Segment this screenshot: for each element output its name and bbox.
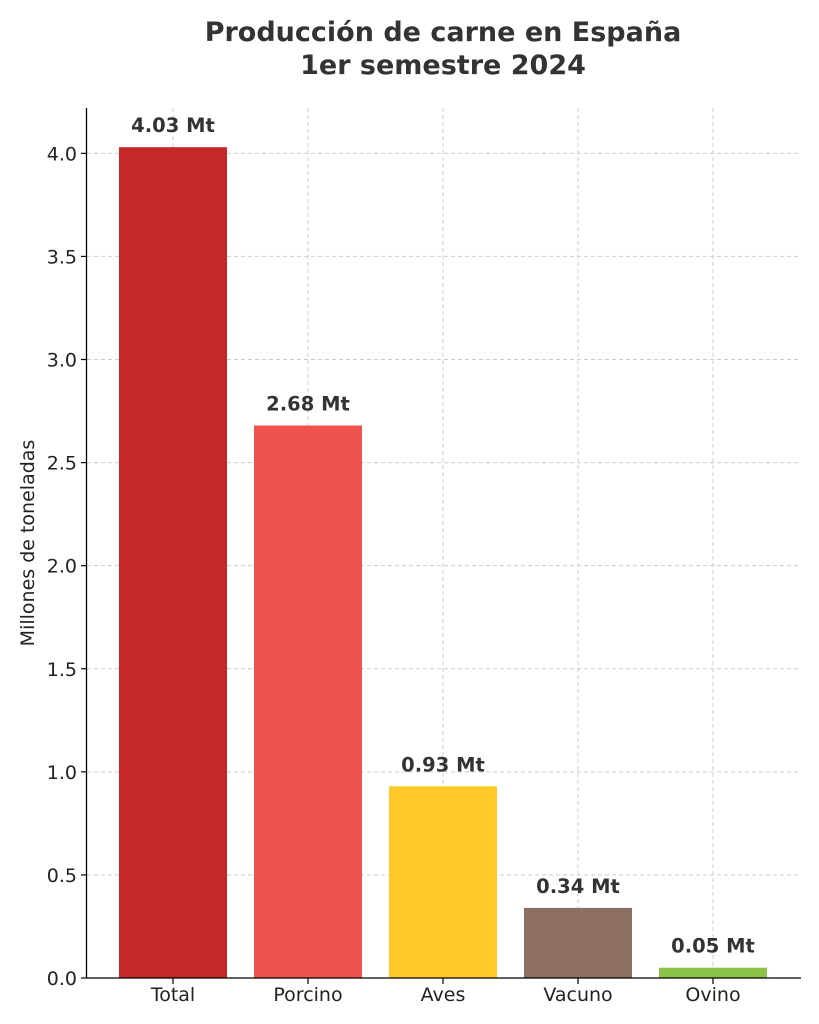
chart-title-line-2: 1er semestre 2024 (300, 50, 586, 81)
x-tick-label: Porcino (273, 984, 342, 1006)
y-tick-label: 0.0 (47, 968, 77, 990)
data-label: 0.05 Mt (671, 935, 755, 958)
bars (119, 147, 767, 979)
y-tick-label: 2.0 (47, 556, 77, 578)
data-label: 2.68 Mt (266, 392, 350, 415)
y-tick-label: 4.0 (47, 143, 77, 165)
x-axis-ticks: Total Porcino Aves Vacuno Ovino (150, 978, 741, 1006)
x-tick-label: Ovino (685, 984, 740, 1006)
y-axis-ticks: 0.0 0.5 1.0 1.5 2.0 2.5 3.0 3.5 4.0 (47, 143, 87, 990)
y-tick-label: 1.5 (47, 659, 77, 681)
y-tick-label: 2.5 (47, 453, 77, 475)
bar-ovino (659, 967, 767, 978)
data-label: 0.34 Mt (536, 875, 620, 898)
x-tick-label: Aves (421, 984, 466, 1006)
x-tick-label: Vacuno (543, 984, 612, 1006)
y-axis-label: Millones de toneladas (17, 440, 39, 647)
bar-vacuno (524, 907, 632, 978)
data-labels: 4.03 Mt 2.68 Mt 0.93 Mt 0.34 Mt 0.05 Mt (131, 114, 755, 958)
data-label: 0.93 Mt (401, 753, 485, 776)
bar-aves (389, 786, 497, 978)
x-tick-label: Total (150, 984, 195, 1006)
y-tick-label: 1.0 (47, 762, 77, 784)
chart-title-line-1: Producción de carne en España (205, 17, 682, 48)
y-tick-label: 3.5 (47, 246, 77, 268)
bar-porcino (254, 425, 362, 978)
data-label: 4.03 Mt (131, 114, 215, 137)
bar-total (119, 147, 227, 979)
y-tick-label: 0.5 (47, 865, 77, 887)
y-tick-label: 3.0 (47, 350, 77, 372)
